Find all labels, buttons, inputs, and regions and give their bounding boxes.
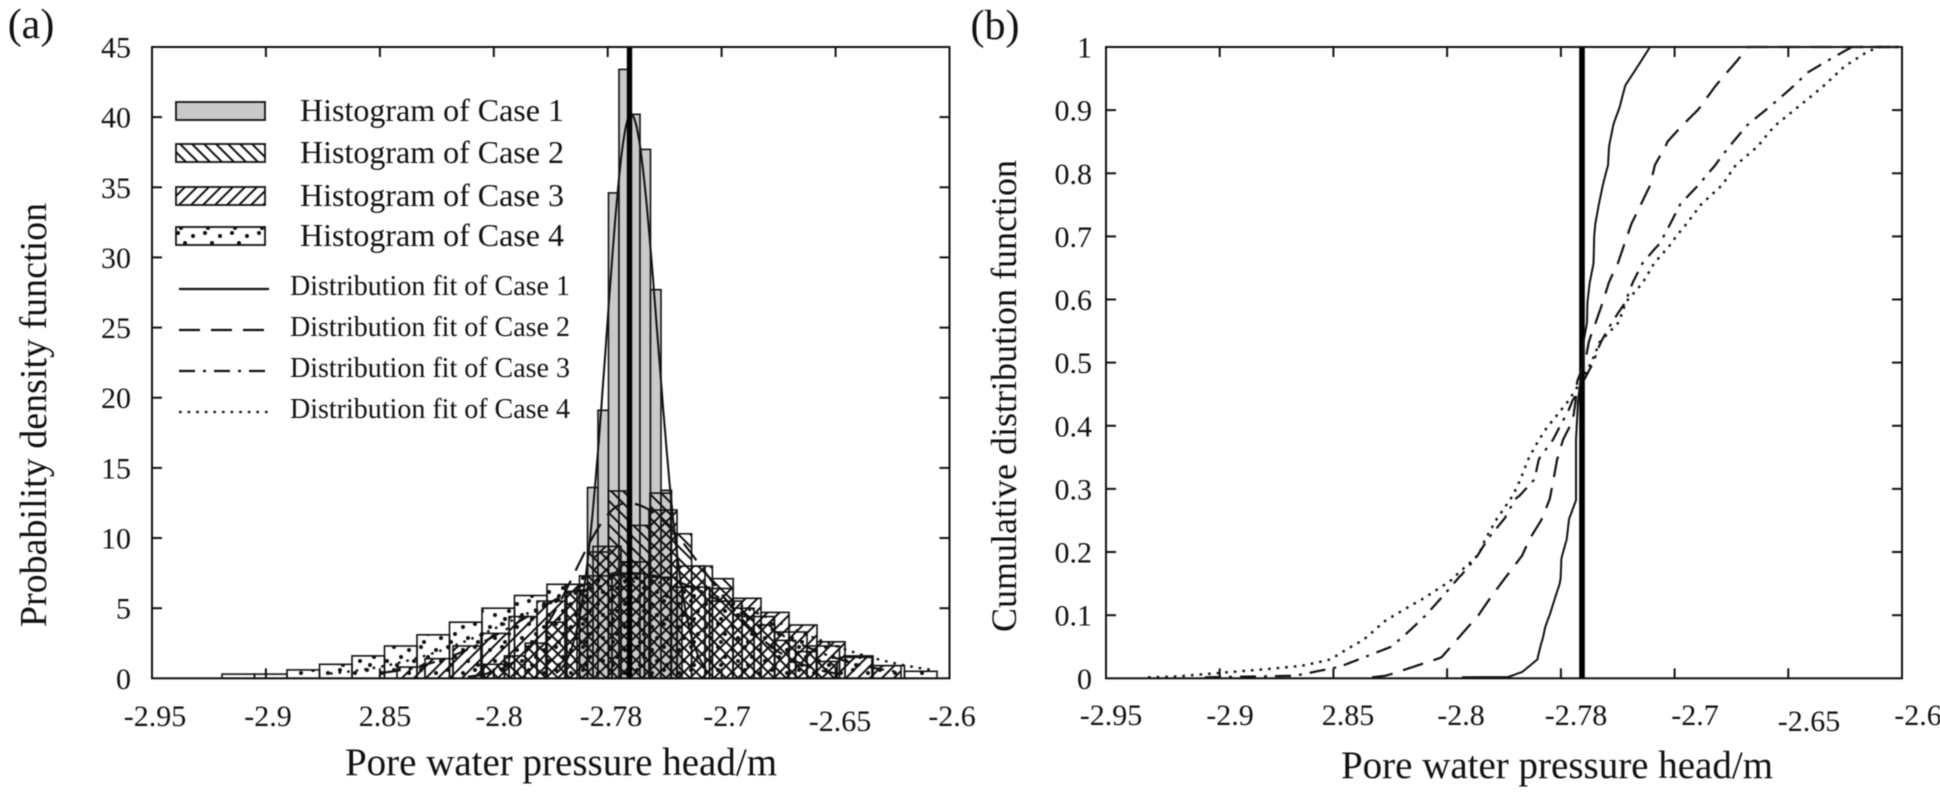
- svg-text:5: 5: [116, 593, 131, 626]
- svg-text:Distribution fit of Case 2: Distribution fit of Case 2: [290, 312, 570, 343]
- svg-text:0.6: 0.6: [1055, 284, 1093, 317]
- svg-text:Pore water pressure head/m: Pore water pressure head/m: [345, 741, 777, 784]
- svg-text:(a): (a): [8, 2, 55, 48]
- svg-text:-2.7: -2.7: [703, 700, 751, 733]
- svg-text:0.4: 0.4: [1055, 410, 1093, 443]
- svg-text:40: 40: [101, 102, 131, 135]
- svg-text:15: 15: [101, 452, 131, 485]
- svg-text:45: 45: [101, 32, 131, 65]
- svg-text:2.85: 2.85: [359, 700, 412, 733]
- svg-text:Distribution fit of Case 4: Distribution fit of Case 4: [290, 394, 570, 425]
- svg-text:Pore water pressure head/m: Pore water pressure head/m: [1341, 744, 1773, 787]
- svg-text:30: 30: [101, 242, 131, 275]
- svg-text:0.1: 0.1: [1055, 600, 1093, 633]
- svg-text:Probability density function: Probability density function: [13, 203, 55, 627]
- svg-text:Histogram of Case 1: Histogram of Case 1: [300, 92, 564, 128]
- svg-text:-2.7: -2.7: [1671, 699, 1719, 732]
- svg-text:0: 0: [1077, 663, 1092, 696]
- svg-text:20: 20: [101, 382, 131, 415]
- svg-text:0: 0: [116, 663, 131, 696]
- svg-text:Histogram of Case 4: Histogram of Case 4: [300, 217, 564, 253]
- svg-text:0.9: 0.9: [1055, 95, 1093, 128]
- svg-text:25: 25: [101, 312, 131, 345]
- svg-text:10: 10: [101, 523, 131, 556]
- svg-text:-2.95: -2.95: [124, 700, 187, 733]
- svg-text:-2.8: -2.8: [1437, 699, 1485, 732]
- svg-text:-2.95: -2.95: [1080, 699, 1143, 732]
- svg-text:Histogram of Case 2: Histogram of Case 2: [300, 134, 564, 170]
- svg-text:-2.6: -2.6: [1894, 699, 1940, 732]
- svg-text:-2.78: -2.78: [580, 700, 643, 733]
- svg-text:Histogram of Case 3: Histogram of Case 3: [300, 177, 564, 213]
- svg-text:-2.65: -2.65: [1778, 705, 1841, 738]
- svg-text:-2.78: -2.78: [1545, 699, 1608, 732]
- svg-text:Cumulative distribution functi: Cumulative distribution function: [984, 160, 1024, 632]
- svg-text:0.2: 0.2: [1055, 537, 1093, 570]
- svg-text:0.7: 0.7: [1055, 221, 1093, 254]
- svg-text:0.3: 0.3: [1055, 473, 1093, 506]
- svg-text:-2.8: -2.8: [475, 700, 523, 733]
- svg-text:1: 1: [1077, 32, 1092, 65]
- svg-text:Distribution fit of Case 1: Distribution fit of Case 1: [290, 271, 570, 302]
- svg-text:0.8: 0.8: [1055, 158, 1093, 191]
- svg-text:-2.6: -2.6: [928, 700, 976, 733]
- svg-text:Distribution fit of Case 3: Distribution fit of Case 3: [290, 353, 570, 384]
- svg-text:-2.9: -2.9: [1206, 699, 1254, 732]
- svg-text:35: 35: [101, 172, 131, 205]
- svg-text:-2.65: -2.65: [809, 705, 872, 738]
- svg-text:2.85: 2.85: [1322, 699, 1375, 732]
- svg-text:-2.9: -2.9: [244, 700, 292, 733]
- svg-text:0.5: 0.5: [1055, 347, 1093, 380]
- svg-text:(b): (b): [971, 3, 1020, 49]
